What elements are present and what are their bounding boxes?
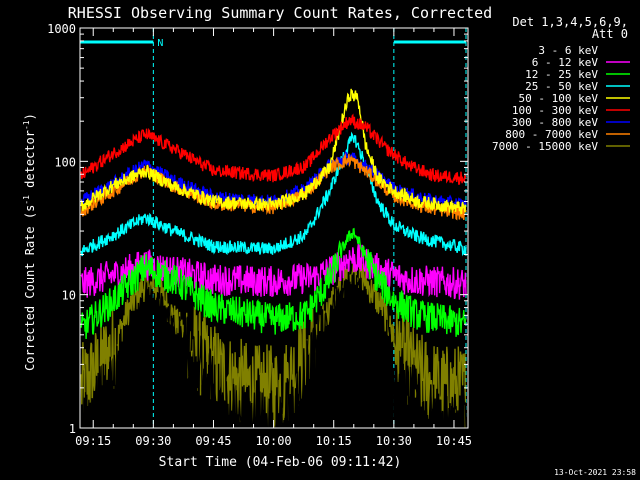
timestamp: 13-Oct-2021 23:58: [554, 468, 636, 477]
y-axis-label-sup2: -1: [22, 120, 31, 130]
series-line: [80, 131, 467, 257]
legend-entry-label: 300 - 800 keV: [512, 116, 598, 129]
y-axis-label-end: ): [23, 113, 37, 120]
legend-header-attenuator: Att 0: [592, 27, 628, 41]
chart-title: RHESSI Observing Summary Count Rates, Co…: [68, 4, 492, 22]
series-line: [80, 88, 467, 215]
legend-entry-label: 7000 - 15000 keV: [492, 140, 598, 153]
legend-entry-label: 50 - 100 keV: [519, 92, 599, 105]
x-tick-label: 09:45: [195, 434, 231, 448]
y-axis-label-mid: detector: [23, 130, 37, 195]
legend-entry-label: 100 - 300 keV: [512, 104, 598, 117]
y-axis-label-sup1: -1: [22, 195, 31, 205]
series-line: [80, 113, 467, 185]
x-tick-label: 10:15: [316, 434, 352, 448]
y-tick-label: 100: [54, 155, 76, 169]
legend-header-detectors: Det 1,3,4,5,6,9,: [512, 15, 628, 29]
legend-entry-label: 3 - 6 keV: [538, 44, 598, 57]
series-line: [80, 227, 467, 340]
legend-entry-label: 12 - 25 keV: [525, 68, 598, 81]
series-group: [80, 88, 467, 428]
legend-entry-label: 25 - 50 keV: [525, 80, 598, 93]
y-tick-label: 10: [62, 289, 76, 303]
y-axis-label-main: Corrected Count Rate (s: [23, 205, 37, 371]
x-axis-label: Start Time (04-Feb-06 09:11:42): [159, 455, 402, 470]
x-tick-label: 09:15: [75, 434, 111, 448]
x-tick-label: 10:30: [376, 434, 412, 448]
legend-entry-label: 800 - 7000 keV: [505, 128, 598, 141]
x-tick-label: 10:00: [256, 434, 292, 448]
legend-entry-label: 6 - 12 keV: [532, 56, 599, 69]
y-tick-label: 1: [69, 422, 76, 436]
x-tick-label: 09:30: [135, 434, 171, 448]
axes: 1 10 100 1000 09:15 09:30 09:45 10:00 10:15 10:30…: [47, 22, 472, 448]
y-tick-label: 1000: [47, 22, 76, 36]
night-marker-label: N: [157, 38, 163, 49]
y-axis-label: Corrected Count Rate (s-1 detector-1): [22, 113, 37, 371]
x-tick-label: 10:45: [436, 434, 472, 448]
